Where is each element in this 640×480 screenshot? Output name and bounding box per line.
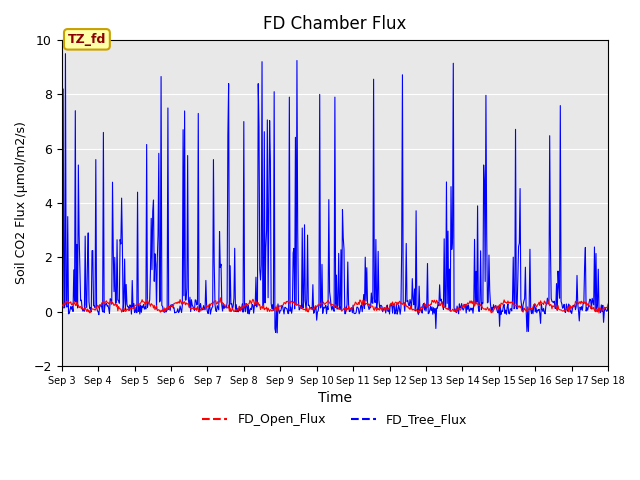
Legend: FD_Open_Flux, FD_Tree_Flux: FD_Open_Flux, FD_Tree_Flux (198, 408, 472, 432)
X-axis label: Time: Time (318, 391, 352, 405)
Text: TZ_fd: TZ_fd (68, 33, 106, 46)
Title: FD Chamber Flux: FD Chamber Flux (263, 15, 406, 33)
Y-axis label: Soil CO2 Flux (μmol/m2/s): Soil CO2 Flux (μmol/m2/s) (15, 121, 28, 285)
